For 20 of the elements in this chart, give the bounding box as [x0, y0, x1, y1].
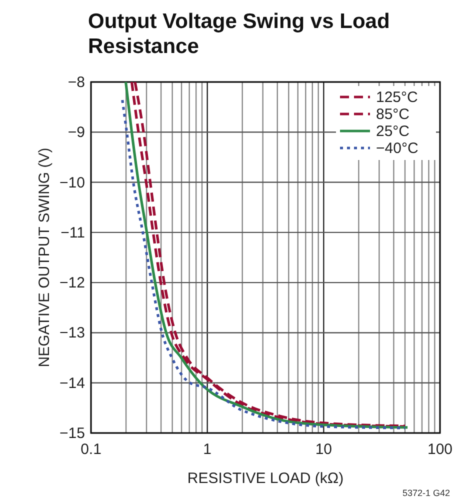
y-tick-label: −12	[60, 274, 85, 292]
x-tick-label: 100	[427, 441, 453, 458]
y-tick-label: −11	[60, 224, 85, 242]
x-tick-label: 10	[315, 441, 332, 458]
legend-label: 25°C	[376, 123, 410, 140]
x-tick-label: 0.1	[80, 441, 102, 458]
y-tick-label: −14	[60, 374, 85, 392]
y-axis-title: NEGATIVE OUTPUT SWING (V)	[36, 148, 53, 368]
legend-label: 85°C	[376, 106, 410, 123]
x-tick-label: 1	[203, 441, 212, 458]
y-tick-label: −15	[60, 425, 85, 442]
y-tick-label: −13	[60, 324, 85, 342]
y-tick-label: −8	[68, 74, 85, 91]
legend-label: −40°C	[376, 140, 418, 157]
y-tick-label: −9	[68, 124, 85, 142]
x-axis-title: RESISTIVE LOAD (kΩ)	[187, 470, 344, 487]
chart-title: Output Voltage Swing vs Load Resistance	[88, 10, 390, 58]
text: 5372-1 G42	[402, 488, 450, 498]
legend-label: 125°C	[376, 89, 418, 106]
y-tick-label: −10	[60, 174, 85, 192]
